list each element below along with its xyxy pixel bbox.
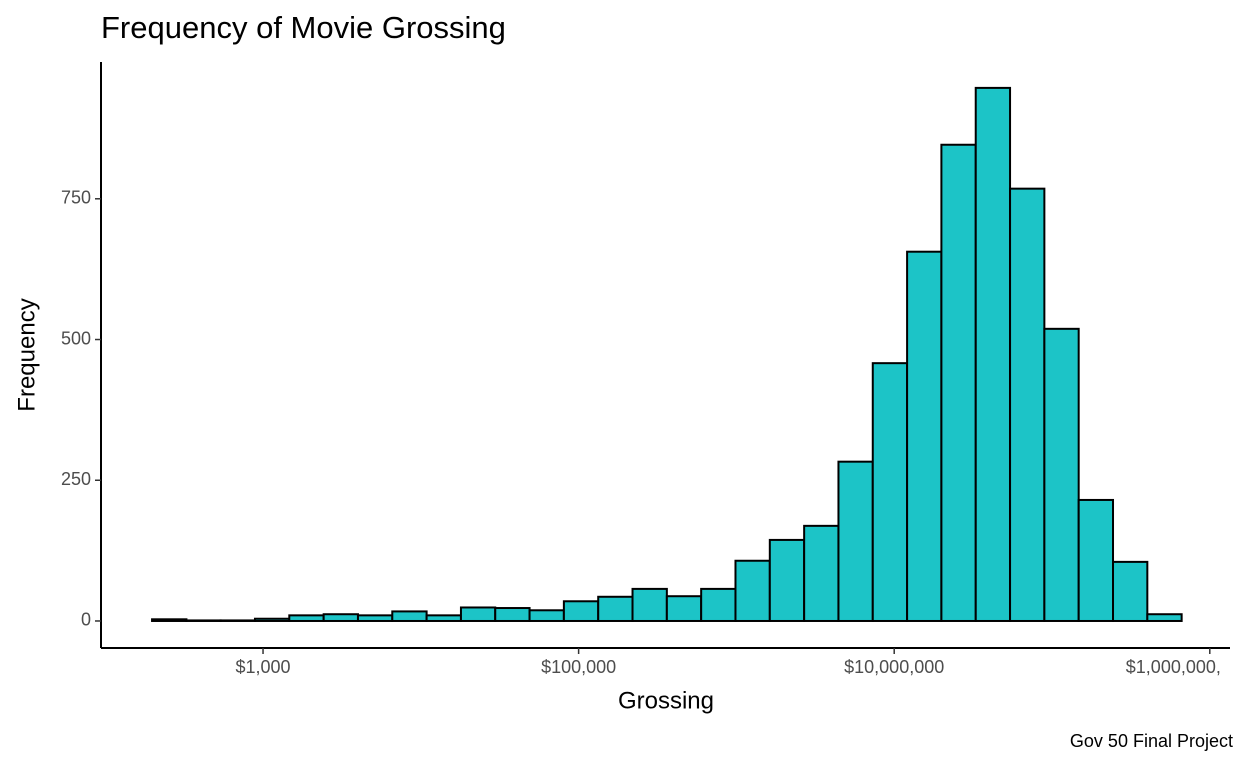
bar: [185, 619, 222, 622]
bar: [459, 606, 497, 622]
y-tick-label: 0: [81, 610, 91, 630]
bar: [734, 559, 771, 622]
bar: [322, 613, 359, 622]
bar: [151, 618, 188, 622]
y-tick-label: 500: [61, 328, 91, 348]
x-tick-label: $1,000: [236, 657, 291, 677]
x-tick-label: $100,000: [541, 657, 616, 677]
y-tick-label: 250: [61, 469, 91, 489]
bar: [974, 86, 1012, 622]
bar: [562, 600, 600, 622]
bar: [528, 609, 565, 622]
bar: [425, 614, 462, 622]
bar: [253, 617, 291, 622]
bar: [768, 538, 806, 622]
x-tick-label: $1,000,000,: [1126, 657, 1221, 677]
bar: [219, 619, 256, 622]
y-tick-label: 750: [61, 188, 91, 208]
bar: [1112, 560, 1149, 622]
bar: [391, 610, 428, 622]
caption: Gov 50 Final Project: [1070, 731, 1233, 751]
bar: [803, 524, 840, 622]
bar: [1043, 327, 1080, 622]
bar: [631, 587, 668, 622]
y-axis-title: Frequency: [13, 298, 40, 411]
x-axis-title: Grossing: [618, 687, 714, 714]
bar: [906, 250, 943, 622]
bar: [1009, 187, 1046, 622]
bar: [1146, 613, 1183, 622]
bar: [1077, 498, 1115, 622]
bar: [597, 595, 634, 622]
bar: [494, 607, 531, 622]
bar: [871, 362, 909, 622]
bar: [356, 614, 394, 622]
bar: [837, 460, 874, 622]
x-tick-label: $10,000,000: [844, 657, 944, 677]
bar: [288, 614, 325, 622]
bar: [940, 143, 977, 622]
bar: [665, 595, 703, 622]
chart-title: Frequency of Movie Grossing: [101, 10, 506, 45]
bar: [700, 587, 737, 622]
